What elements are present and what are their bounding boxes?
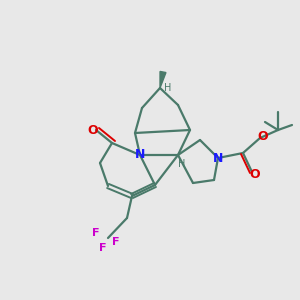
Text: F: F: [92, 228, 100, 238]
Text: N: N: [135, 148, 145, 161]
Text: O: O: [88, 124, 98, 136]
Text: O: O: [258, 130, 268, 142]
Text: F: F: [112, 237, 120, 247]
Text: H: H: [178, 159, 186, 169]
Text: F: F: [99, 243, 107, 253]
Text: O: O: [250, 167, 260, 181]
Polygon shape: [160, 71, 166, 88]
Text: N: N: [213, 152, 223, 164]
Text: H: H: [164, 83, 172, 93]
